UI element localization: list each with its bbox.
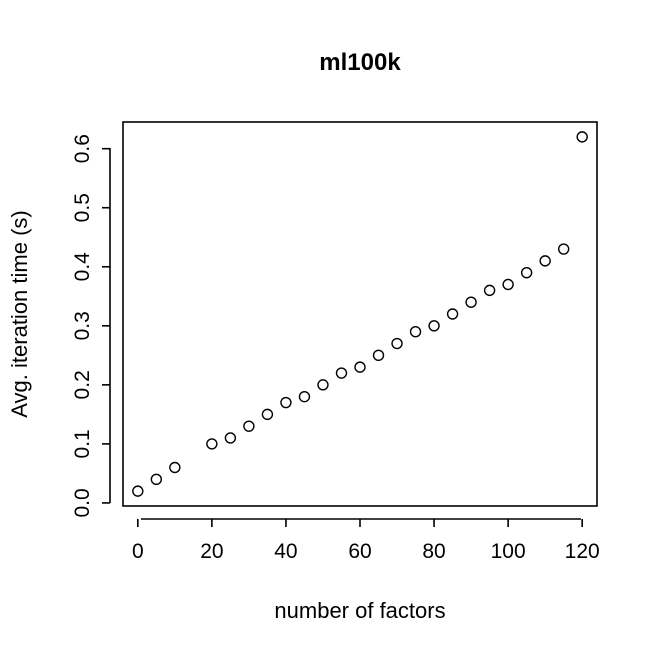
data-point bbox=[557, 243, 570, 255]
data-point bbox=[409, 326, 422, 338]
data-point bbox=[391, 337, 403, 350]
data-point bbox=[372, 349, 385, 362]
data-point bbox=[520, 266, 533, 279]
data-point bbox=[298, 390, 311, 403]
data-point bbox=[317, 379, 329, 391]
y-tick-label: 0.0 bbox=[71, 488, 94, 517]
x-tick-label: 0 bbox=[132, 540, 144, 563]
x-axis-label: number of factors bbox=[274, 598, 445, 623]
x-tick-label: 40 bbox=[274, 540, 297, 563]
data-point bbox=[206, 438, 218, 450]
y-tick-label: 0.5 bbox=[71, 193, 94, 222]
data-point bbox=[428, 320, 440, 332]
data-point bbox=[539, 255, 551, 267]
y-axis-label: Avg. iteration time (s) bbox=[7, 210, 32, 417]
x-axis-ticks: 0 20 40 60 80 100 120 bbox=[132, 519, 600, 563]
y-tick-label: 0.4 bbox=[71, 252, 94, 282]
x-tick-label: 80 bbox=[422, 540, 445, 563]
data-point bbox=[150, 473, 163, 486]
data-point bbox=[483, 284, 496, 297]
data-point bbox=[576, 131, 588, 143]
data-points bbox=[132, 131, 588, 497]
data-point bbox=[335, 367, 348, 379]
x-tick-label: 60 bbox=[348, 540, 371, 563]
y-tick-label: 0.6 bbox=[71, 134, 94, 163]
y-tick-label: 0.1 bbox=[71, 429, 94, 458]
data-point bbox=[243, 420, 255, 432]
y-tick-label: 0.2 bbox=[71, 370, 94, 399]
data-point bbox=[261, 408, 274, 421]
data-point bbox=[169, 461, 181, 474]
data-point bbox=[502, 278, 514, 291]
data-point bbox=[446, 308, 459, 320]
data-point bbox=[465, 296, 477, 308]
x-tick-label: 20 bbox=[200, 540, 223, 563]
chart-title: ml100k bbox=[319, 49, 401, 76]
y-axis-ticks: 0.0 0.1 0.2 0.3 0.4 0.5 0.6 bbox=[71, 134, 110, 518]
y-tick-label: 0.3 bbox=[71, 311, 94, 340]
data-point bbox=[280, 396, 292, 409]
data-point bbox=[354, 361, 366, 373]
data-point bbox=[224, 432, 237, 444]
plot-frame bbox=[122, 121, 598, 507]
x-tick-label: 100 bbox=[491, 540, 526, 563]
x-tick-label: 120 bbox=[565, 540, 600, 563]
data-point bbox=[132, 485, 144, 497]
